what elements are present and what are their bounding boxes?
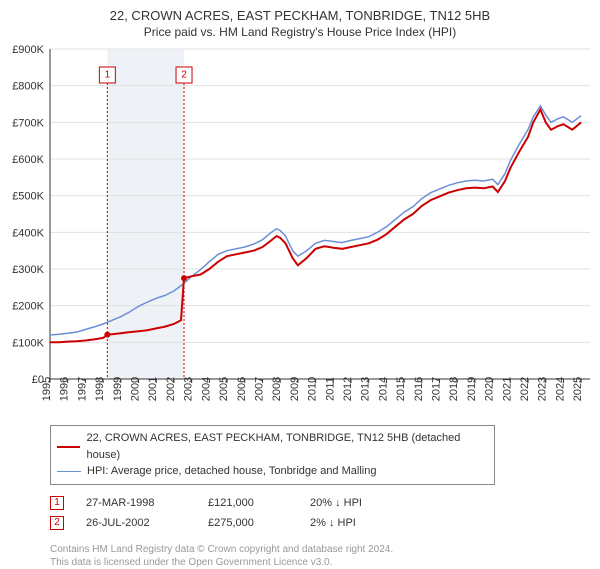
y-tick-label: £500K xyxy=(12,191,44,203)
marker-number: 1 xyxy=(105,70,111,81)
x-tick-label: 2016 xyxy=(413,377,425,401)
x-tick-label: 2006 xyxy=(236,377,248,401)
x-tick-label: 1995 xyxy=(41,377,53,401)
x-tick-label: 1996 xyxy=(59,377,71,401)
x-tick-label: 2007 xyxy=(253,377,265,401)
x-tick-label: 1997 xyxy=(76,377,88,401)
y-tick-label: £900K xyxy=(12,44,44,56)
x-tick-label: 2025 xyxy=(572,377,584,401)
legend: 22, CROWN ACRES, EAST PECKHAM, TONBRIDGE… xyxy=(50,425,495,485)
event-date: 27-MAR-1998 xyxy=(86,497,186,509)
event-date: 26-JUL-2002 xyxy=(86,517,186,529)
x-tick-label: 2023 xyxy=(537,377,549,401)
legend-swatch xyxy=(57,446,80,448)
events-table: 1 27-MAR-1998 £121,000 20% ↓ HPI 2 26-JUL-200… xyxy=(50,493,600,533)
event-badge: 2 xyxy=(50,516,64,530)
x-tick-label: 2014 xyxy=(377,377,389,401)
footer-line2: This data is licensed under the Open Gov… xyxy=(50,556,600,569)
x-tick-label: 2011 xyxy=(324,377,336,401)
x-tick-label: 2019 xyxy=(466,377,478,401)
x-tick-label: 2000 xyxy=(130,377,142,401)
x-tick-label: 2021 xyxy=(501,377,513,401)
x-tick-label: 2022 xyxy=(519,377,531,401)
x-tick-label: 2001 xyxy=(147,377,159,401)
x-tick-label: 2015 xyxy=(395,377,407,401)
event-row: 2 26-JUL-2002 £275,000 2% ↓ HPI xyxy=(50,513,600,533)
y-tick-label: £400K xyxy=(12,227,44,239)
chart-titles: 22, CROWN ACRES, EAST PECKHAM, TONBRIDGE… xyxy=(0,0,600,39)
x-tick-label: 2012 xyxy=(342,377,354,401)
event-badge: 1 xyxy=(50,496,64,510)
x-tick-label: 2003 xyxy=(183,377,195,401)
x-tick-label: 2009 xyxy=(289,377,301,401)
x-tick-label: 2004 xyxy=(200,377,212,401)
chart-area: £0£100K£200K£300K£400K£500K£600K£700K£80… xyxy=(0,39,600,419)
event-row: 1 27-MAR-1998 £121,000 20% ↓ HPI xyxy=(50,493,600,513)
x-tick-label: 1999 xyxy=(112,377,124,401)
footer-line1: Contains HM Land Registry data © Crown c… xyxy=(50,543,600,556)
legend-item: HPI: Average price, detached house, Tonb… xyxy=(57,463,488,480)
event-price: £275,000 xyxy=(208,517,288,529)
x-tick-label: 2024 xyxy=(554,377,566,401)
y-tick-label: £700K xyxy=(12,117,44,129)
x-tick-label: 2020 xyxy=(484,377,496,401)
chart-svg: £0£100K£200K£300K£400K£500K£600K£700K£80… xyxy=(0,39,600,419)
event-price: £121,000 xyxy=(208,497,288,509)
event-delta: 20% ↓ HPI xyxy=(310,497,362,509)
x-tick-label: 2013 xyxy=(360,377,372,401)
x-tick-label: 2017 xyxy=(431,377,443,401)
legend-item: 22, CROWN ACRES, EAST PECKHAM, TONBRIDGE… xyxy=(57,430,488,463)
event-delta: 2% ↓ HPI xyxy=(310,517,356,529)
x-tick-label: 2018 xyxy=(448,377,460,401)
x-tick-label: 1998 xyxy=(94,377,106,401)
y-tick-label: £800K xyxy=(12,81,44,93)
legend-label: HPI: Average price, detached house, Tonb… xyxy=(87,463,376,480)
x-tick-label: 2010 xyxy=(307,377,319,401)
y-tick-label: £600K xyxy=(12,154,44,166)
y-tick-label: £200K xyxy=(12,301,44,313)
x-tick-label: 2002 xyxy=(165,377,177,401)
y-tick-label: £300K xyxy=(12,264,44,276)
marker-number: 2 xyxy=(181,70,187,81)
y-tick-label: £100K xyxy=(12,337,44,349)
title-sub: Price paid vs. HM Land Registry's House … xyxy=(0,25,600,39)
footer-attribution: Contains HM Land Registry data © Crown c… xyxy=(50,543,600,569)
title-main: 22, CROWN ACRES, EAST PECKHAM, TONBRIDGE… xyxy=(0,8,600,23)
x-tick-label: 2005 xyxy=(218,377,230,401)
legend-swatch xyxy=(57,471,81,472)
chart-container: { "title": { "line1": "22, CROWN ACRES, … xyxy=(0,0,600,560)
x-tick-label: 2008 xyxy=(271,377,283,401)
legend-label: 22, CROWN ACRES, EAST PECKHAM, TONBRIDGE… xyxy=(86,430,488,463)
